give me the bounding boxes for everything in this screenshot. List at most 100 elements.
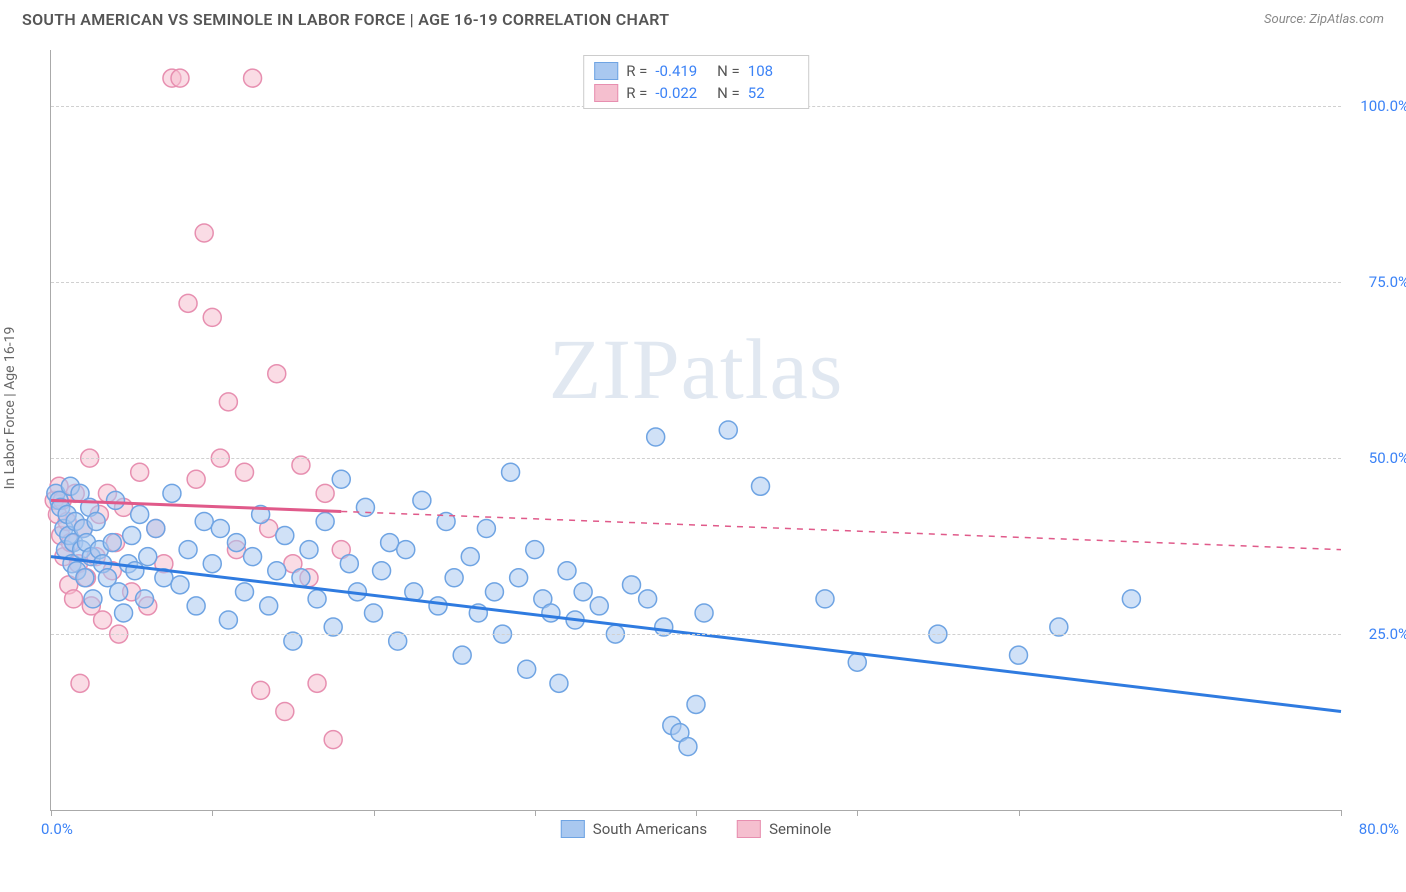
x-tick-mark — [51, 810, 52, 816]
data-point — [276, 702, 294, 720]
data-point — [260, 597, 278, 615]
data-point — [76, 569, 94, 587]
y-tick-label: 50.0% — [1369, 449, 1406, 467]
y-tick-label: 75.0% — [1369, 273, 1406, 291]
data-point — [107, 491, 125, 509]
data-point — [429, 597, 447, 615]
data-point — [373, 562, 391, 580]
data-point — [276, 527, 294, 545]
data-point — [623, 576, 641, 594]
data-point — [115, 604, 133, 622]
data-point — [558, 562, 576, 580]
data-point — [203, 308, 221, 326]
data-point — [365, 604, 383, 622]
data-point — [139, 548, 157, 566]
x-tick-mark — [1019, 810, 1020, 816]
chart-title: SOUTH AMERICAN VS SEMINOLE IN LABOR FORC… — [22, 10, 669, 29]
x-tick-max: 80.0% — [1359, 820, 1399, 838]
data-point — [550, 674, 568, 692]
data-point — [126, 562, 144, 580]
data-point — [131, 463, 149, 481]
data-point — [719, 421, 737, 439]
r-value-south-americans: -0.419 — [655, 62, 705, 80]
data-point — [147, 520, 165, 538]
grid-line — [51, 634, 1341, 635]
data-point — [171, 576, 189, 594]
grid-line — [51, 458, 1341, 459]
swatch-seminole-icon — [737, 820, 761, 838]
data-point — [300, 541, 318, 559]
data-point — [308, 674, 326, 692]
data-point — [510, 569, 528, 587]
data-point — [461, 548, 479, 566]
data-point — [1122, 590, 1140, 608]
data-point — [340, 555, 358, 573]
x-tick-mark — [857, 810, 858, 816]
data-point — [163, 484, 181, 502]
r-value-seminole: -0.022 — [655, 84, 705, 102]
data-point — [187, 597, 205, 615]
data-point — [502, 463, 520, 481]
legend-item-seminole: Seminole — [737, 820, 831, 838]
legend-row-seminole: R = -0.022 N = 52 — [594, 82, 798, 104]
n-value-seminole: 52 — [748, 84, 798, 102]
data-point — [236, 583, 254, 601]
data-point — [84, 590, 102, 608]
swatch-south-americans-icon — [594, 62, 618, 80]
data-point — [695, 604, 713, 622]
y-tick-label: 25.0% — [1369, 625, 1406, 643]
data-point — [542, 604, 560, 622]
data-point — [397, 541, 415, 559]
data-point — [268, 365, 286, 383]
data-point — [187, 470, 205, 488]
data-point — [123, 527, 141, 545]
grid-line — [51, 282, 1341, 283]
source-attribution: Source: ZipAtlas.com — [1264, 12, 1384, 27]
data-point — [236, 463, 254, 481]
data-point — [131, 505, 149, 523]
data-point — [647, 428, 665, 446]
data-point — [219, 611, 237, 629]
plot-area: ZIPatlas R = -0.419 N = 108 R = -0.022 N… — [50, 50, 1341, 811]
n-value-south-americans: 108 — [748, 62, 798, 80]
data-point — [453, 646, 471, 664]
legend-label: South Americans — [593, 820, 707, 838]
data-point — [316, 484, 334, 502]
data-point — [477, 520, 495, 538]
data-point — [110, 583, 128, 601]
data-point — [356, 498, 374, 516]
data-point — [816, 590, 834, 608]
legend-row-south-americans: R = -0.419 N = 108 — [594, 60, 798, 82]
data-point — [219, 393, 237, 411]
data-point — [227, 534, 245, 552]
data-point — [179, 541, 197, 559]
y-axis-label: In Labor Force | Age 16-19 — [2, 327, 18, 490]
data-point — [65, 590, 83, 608]
x-tick-mark — [212, 810, 213, 816]
data-point — [244, 548, 262, 566]
x-tick-mark — [535, 810, 536, 816]
data-point — [526, 541, 544, 559]
x-tick-min: 0.0% — [41, 820, 73, 838]
data-point — [413, 491, 431, 509]
data-point — [445, 569, 463, 587]
chart-svg — [51, 50, 1341, 810]
data-point — [324, 731, 342, 749]
data-point — [292, 569, 310, 587]
data-point — [171, 69, 189, 87]
data-point — [195, 512, 213, 530]
data-point — [211, 520, 229, 538]
data-point — [195, 224, 213, 242]
data-point — [268, 562, 286, 580]
legend-label: Seminole — [769, 820, 831, 838]
data-point — [94, 611, 112, 629]
data-point — [308, 590, 326, 608]
data-point — [687, 695, 705, 713]
data-point — [203, 555, 221, 573]
data-point — [679, 738, 697, 756]
swatch-seminole-icon — [594, 84, 618, 102]
data-point — [332, 470, 350, 488]
data-point — [381, 534, 399, 552]
x-tick-mark — [696, 810, 697, 816]
data-point — [316, 512, 334, 530]
